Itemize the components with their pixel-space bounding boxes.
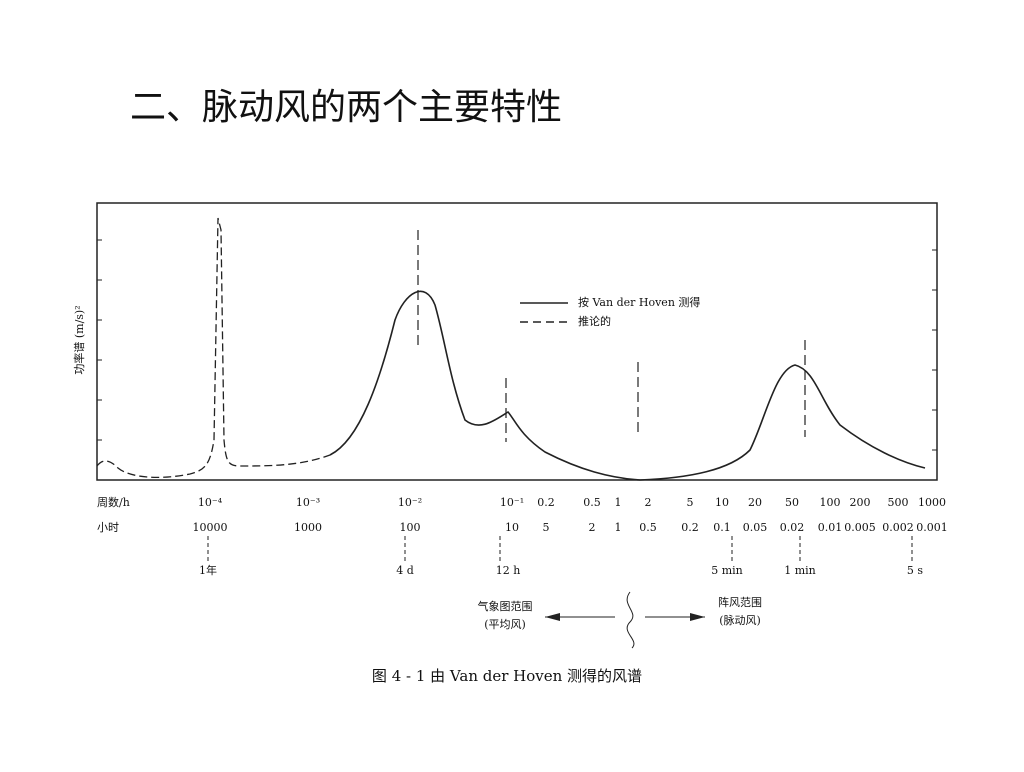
freq-tick-label: 100 bbox=[820, 496, 841, 509]
hour-tick-label: 10000 bbox=[193, 521, 228, 534]
range-label: 气象图范围 bbox=[478, 599, 533, 613]
hour-tick-label: 0.2 bbox=[681, 521, 699, 534]
freq-tick-label: 1000 bbox=[918, 496, 946, 509]
period-marker: 5 min bbox=[711, 564, 743, 577]
period-marker: 1年 bbox=[199, 563, 217, 577]
slide-title: 二、脉动风的两个主要特性 bbox=[130, 87, 562, 128]
left-arrowhead bbox=[545, 613, 560, 621]
hour-tick-label: 5 bbox=[543, 521, 550, 534]
freq-tick-label: 5 bbox=[687, 496, 694, 509]
freq-tick-label: 10⁻² bbox=[398, 496, 422, 509]
hour-axis-label: 小时 bbox=[97, 521, 119, 534]
freq-tick-label: 20 bbox=[748, 496, 762, 509]
divider-wave bbox=[626, 591, 635, 649]
freq-tick-label: 10 bbox=[715, 496, 729, 509]
hour-tick-label: 1 bbox=[615, 521, 622, 534]
period-marker: 5 s bbox=[907, 564, 923, 577]
hour-tick-label: 1000 bbox=[294, 521, 322, 534]
frame-ticks bbox=[97, 239, 937, 451]
hour-tick-label: 0.01 bbox=[818, 521, 843, 534]
peak-markers bbox=[417, 230, 806, 442]
freq-tick-label: 50 bbox=[785, 496, 799, 509]
hour-tick-label: 0.02 bbox=[780, 521, 805, 534]
figure-caption: 图 4 - 1 由 Van der Hoven 测得的风谱 bbox=[372, 667, 642, 685]
hour-tick-label: 10 bbox=[505, 521, 519, 534]
hour-tick-label: 0.001 bbox=[916, 521, 948, 534]
range-label: (平均风) bbox=[484, 618, 526, 631]
period-marker: 4 d bbox=[396, 564, 414, 577]
freq-tick-label: 10⁻¹ bbox=[500, 496, 524, 509]
legend-label: 按 Van der Hoven 测得 bbox=[578, 295, 700, 309]
hour-tick-label: 0.005 bbox=[844, 521, 876, 534]
freq-tick-label: 1 bbox=[615, 496, 622, 509]
period-marker: 1 min bbox=[784, 564, 816, 577]
right-arrowhead bbox=[690, 613, 705, 621]
freq-tick-label: 500 bbox=[888, 496, 909, 509]
freq-tick-label: 10⁻³ bbox=[296, 496, 320, 509]
inferred-curve bbox=[96, 217, 331, 478]
freq-tick-label: 0.2 bbox=[537, 496, 555, 509]
freq-tick-label: 2 bbox=[645, 496, 652, 509]
range-label: (脉动风) bbox=[719, 613, 761, 627]
hour-tick-label: 0.002 bbox=[882, 521, 914, 534]
hour-tick-label: 0.5 bbox=[639, 521, 657, 534]
plot-frame bbox=[96, 202, 938, 481]
legend-label: 推论的 bbox=[578, 314, 611, 328]
period-marker: 12 h bbox=[496, 564, 521, 577]
hour-tick-label: 0.05 bbox=[743, 521, 768, 534]
freq-tick-label: 200 bbox=[850, 496, 871, 509]
measured-curve bbox=[329, 290, 926, 481]
freq-tick-label: 0.5 bbox=[583, 496, 601, 509]
y-axis-label: 功率谱 (m/s)² bbox=[72, 305, 86, 374]
range-label: 阵风范围 bbox=[718, 595, 762, 609]
hour-tick-label: 2 bbox=[589, 521, 596, 534]
freq-tick-label: 10⁻⁴ bbox=[198, 496, 223, 509]
hour-tick-label: 0.1 bbox=[713, 521, 731, 534]
freq-axis-label: 周数/h bbox=[97, 496, 130, 509]
marker-ticks bbox=[207, 536, 913, 562]
hour-tick-label: 100 bbox=[400, 521, 421, 534]
